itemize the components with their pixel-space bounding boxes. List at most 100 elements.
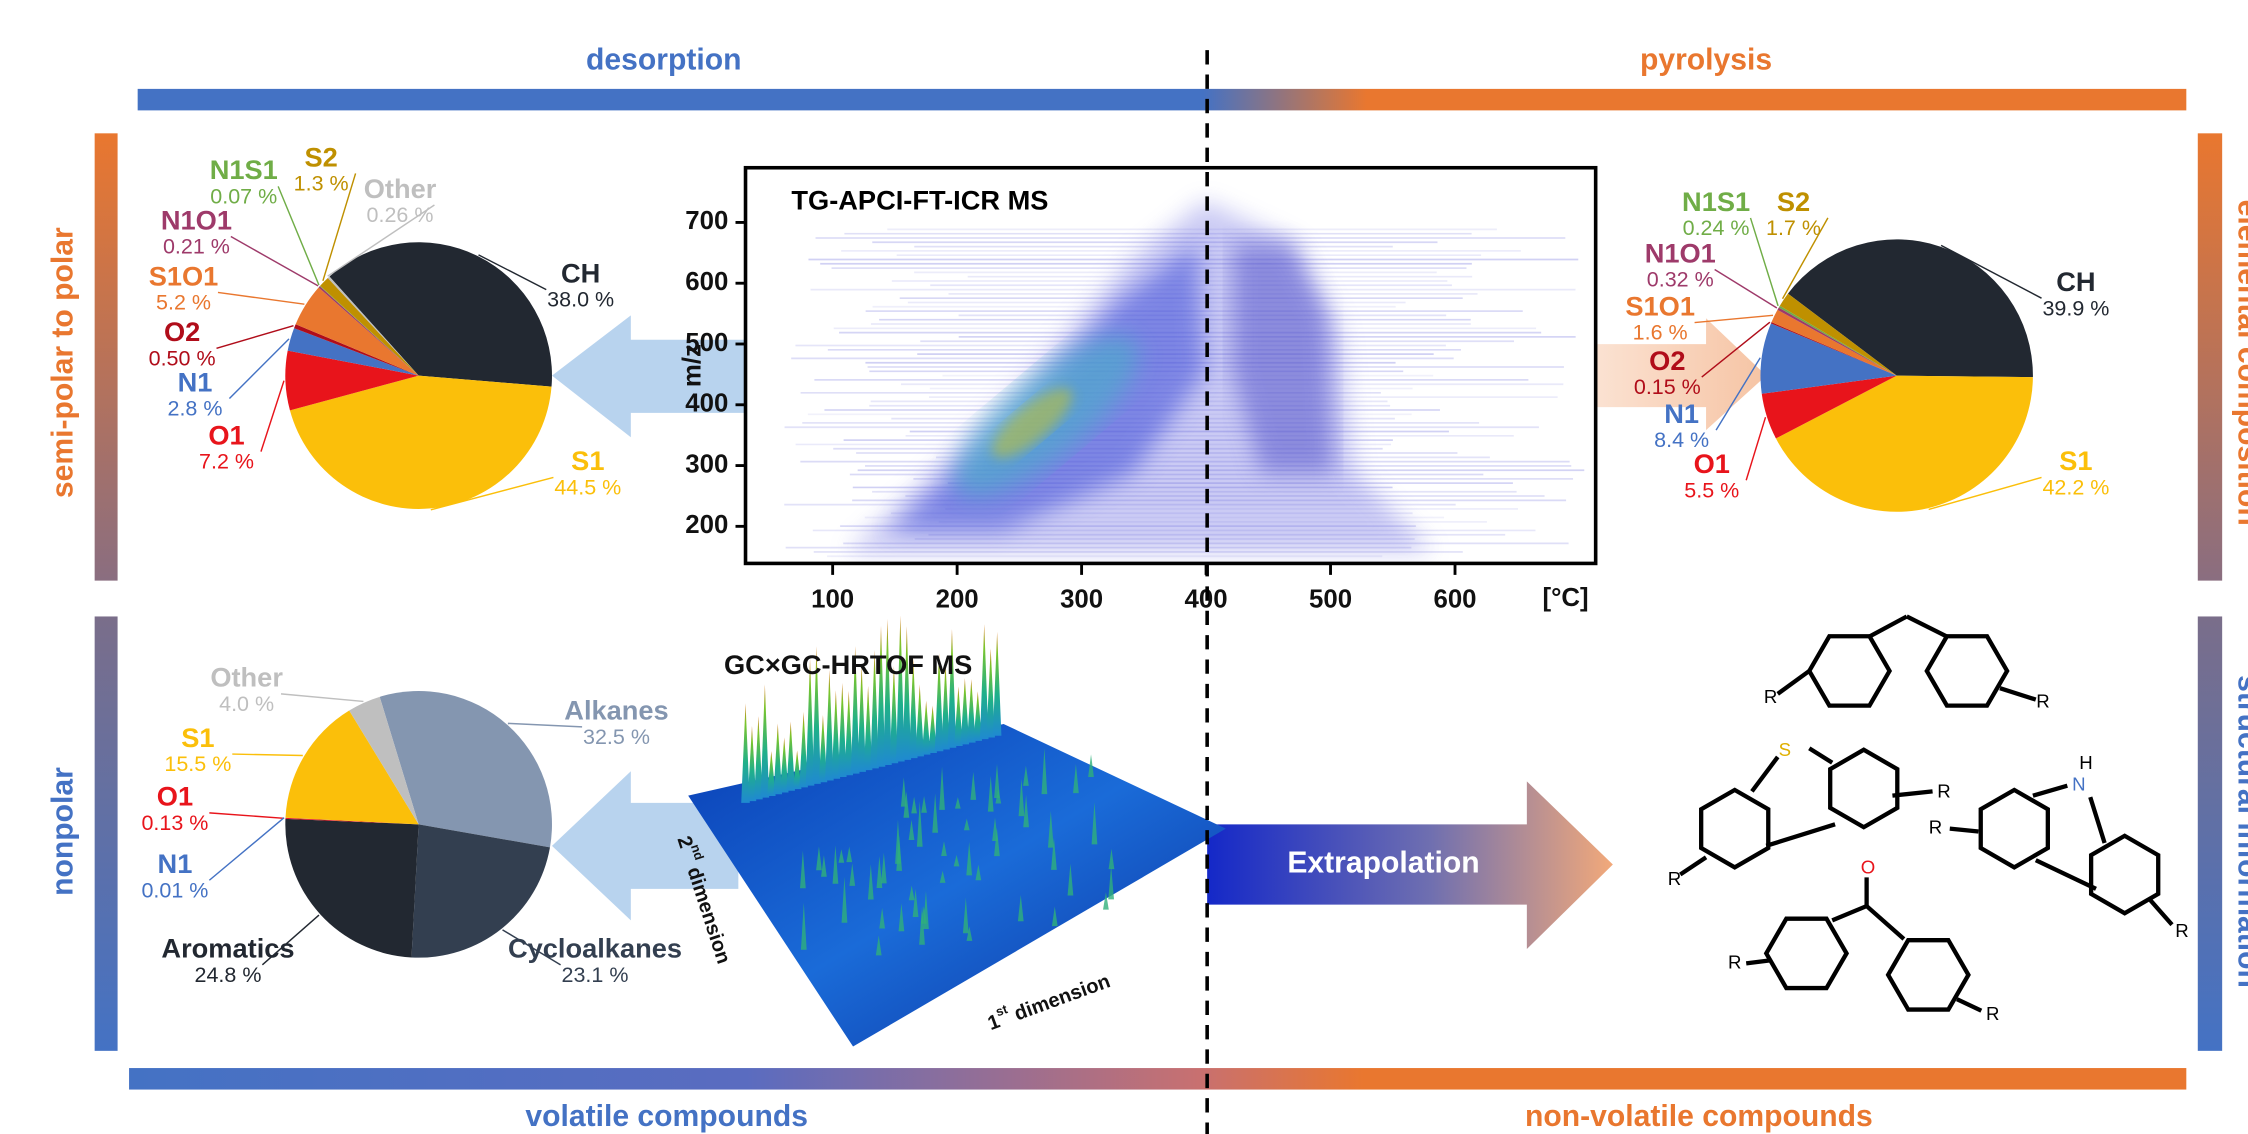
gc-peak xyxy=(761,684,770,797)
atom-label: R xyxy=(1764,686,1777,707)
y-tick-label: 600 xyxy=(685,268,728,296)
chart-title: TG-APCI-FT-ICR MS xyxy=(791,184,1048,215)
slice-label: S1 xyxy=(2059,445,2092,476)
slice-label: S1O1 xyxy=(149,260,219,291)
slice-value: 5.2 % xyxy=(156,291,211,315)
bond xyxy=(1680,857,1706,874)
slice-label: N1S1 xyxy=(210,154,278,185)
ring xyxy=(2091,836,2158,913)
atom-label: R xyxy=(2175,920,2188,941)
leader-line xyxy=(261,381,284,452)
leader-line xyxy=(278,186,319,285)
atom-label: R xyxy=(1937,781,1950,802)
atom-label: R xyxy=(1929,817,1942,838)
slice-value: 39.9 % xyxy=(2042,296,2109,320)
slice-value: 1.3 % xyxy=(294,172,349,196)
side-label: semi-polar to polar xyxy=(47,227,80,498)
bond xyxy=(1950,829,1979,832)
slice-label: CH xyxy=(2056,266,2095,297)
bond xyxy=(1832,906,1866,920)
slice-label: Aromatics xyxy=(161,933,294,964)
ring xyxy=(1981,790,2048,867)
pie-slice xyxy=(285,819,418,958)
x-axis-label: [°C] xyxy=(1542,584,1588,612)
slice-value: 24.8 % xyxy=(195,963,262,987)
leader-line xyxy=(1715,270,1777,308)
side-label: structural information xyxy=(2232,675,2248,988)
bond xyxy=(1867,906,1904,939)
header-right: pyrolysis xyxy=(1640,44,1772,77)
slice-label: CH xyxy=(561,257,600,288)
bond xyxy=(1752,757,1778,791)
slice-value: 0.21 % xyxy=(163,235,230,259)
slice-label: N1 xyxy=(178,366,213,397)
leader-line xyxy=(209,813,284,818)
slice-label: S2 xyxy=(1777,186,1810,217)
ring xyxy=(1927,636,2007,705)
gc-peak xyxy=(993,632,1002,736)
slice-label: O2 xyxy=(1649,345,1685,376)
slice-label: S2 xyxy=(305,141,338,172)
slice-value: 1.7 % xyxy=(1766,216,1821,240)
slice-label: Alkanes xyxy=(564,695,668,726)
header-left: desorption xyxy=(586,44,741,77)
side-bar xyxy=(2198,133,2222,580)
leader-line xyxy=(229,339,289,399)
ring xyxy=(1701,790,1768,867)
slice-label: S1 xyxy=(571,445,604,476)
slice-value: 0.07 % xyxy=(210,185,277,209)
slice-value: 38.0 % xyxy=(547,288,614,312)
bond xyxy=(2090,797,2104,843)
x-tick-label: 100 xyxy=(811,586,854,614)
slice-value: 42.2 % xyxy=(2042,476,2109,500)
side-bar xyxy=(95,616,118,1050)
slice-label: N1 xyxy=(158,848,193,879)
ring xyxy=(1888,940,1968,1009)
bond xyxy=(2000,688,2036,699)
slice-label: Other xyxy=(364,173,437,204)
ring xyxy=(1830,750,1897,827)
footer-right: non-volatile compounds xyxy=(1525,1100,1873,1133)
slice-label: S1O1 xyxy=(1625,290,1695,321)
side-bar xyxy=(95,133,118,580)
slice-value: 15.5 % xyxy=(164,752,231,776)
leader-line xyxy=(232,754,303,755)
slice-label: N1O1 xyxy=(1645,237,1716,268)
atom-label: R xyxy=(2036,690,2049,711)
bond xyxy=(1957,999,1981,1010)
footer-left: volatile compounds xyxy=(525,1100,808,1133)
figure: desorption pyrolysis volatile compounds … xyxy=(0,0,2248,1134)
slice-label: N1S1 xyxy=(1682,186,1750,217)
atom-label: R xyxy=(1668,868,1681,889)
bond xyxy=(1907,616,1947,636)
atom-label: O xyxy=(1861,857,1876,878)
y-tick-label: 200 xyxy=(685,511,728,539)
side-bar xyxy=(2198,616,2222,1050)
structures xyxy=(1680,616,2172,1010)
slice-label: N1O1 xyxy=(161,204,232,235)
slice-label: O1 xyxy=(208,419,244,450)
x-tick-label: 500 xyxy=(1309,586,1352,614)
bond xyxy=(1746,961,1769,964)
slice-value: 4.0 % xyxy=(219,692,274,716)
slice-value: 1.6 % xyxy=(1633,321,1688,345)
slice-value: 0.32 % xyxy=(1647,268,1714,292)
y-tick-label: 300 xyxy=(685,450,728,478)
bond xyxy=(2036,860,2096,889)
slice-label: O2 xyxy=(164,316,200,347)
side-label: nonpolar xyxy=(47,767,80,896)
slice-value: 2.8 % xyxy=(168,397,223,421)
bond xyxy=(1809,748,1832,762)
slice-label: O1 xyxy=(157,781,193,812)
leader-line xyxy=(281,694,363,702)
label-part: dimension xyxy=(1006,971,1113,1028)
atom-label: H xyxy=(2079,752,2092,773)
bond xyxy=(1778,671,1810,694)
slice-value: 0.13 % xyxy=(141,811,208,835)
bond xyxy=(1869,616,1906,636)
leader-line xyxy=(209,818,284,881)
arrow-label: Extrapolation xyxy=(1287,846,1479,879)
atom-label: R xyxy=(1728,951,1741,972)
slice-value: 23.1 % xyxy=(562,963,629,987)
bond xyxy=(1766,824,1835,846)
